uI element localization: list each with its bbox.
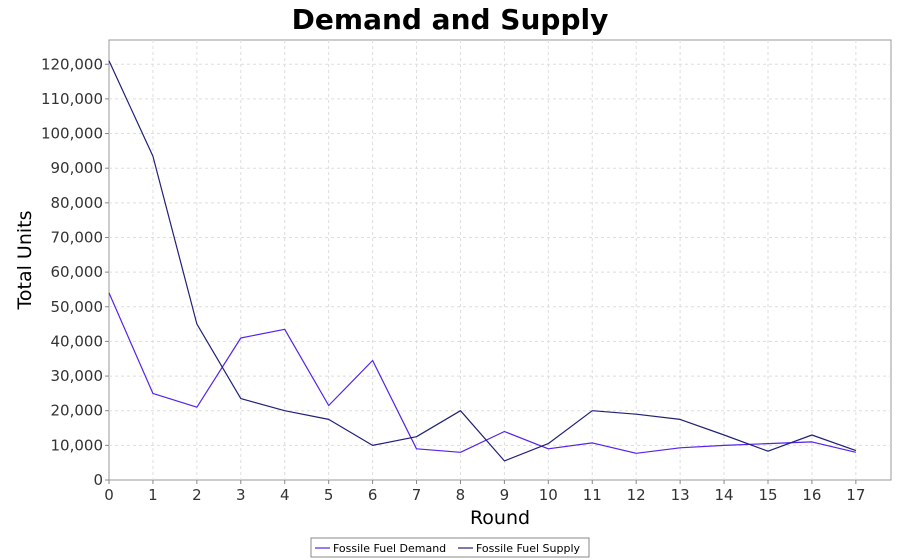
x-tick-label: 15 — [758, 486, 777, 504]
series-line-supply — [108, 60, 857, 462]
x-tick-label: 4 — [280, 486, 290, 504]
y-tick-label: 60,000 — [51, 263, 104, 281]
x-axis-title: Round — [470, 507, 530, 529]
legend-label-supply: Fossile Fuel Supply — [476, 542, 580, 555]
x-tick-label: 1 — [148, 486, 158, 504]
series-line-demand — [108, 292, 857, 454]
y-tick-label: 120,000 — [41, 55, 103, 73]
y-tick-label: 90,000 — [51, 159, 104, 177]
x-tick-label: 12 — [627, 486, 646, 504]
y-axis-title: Total Units — [14, 211, 36, 311]
x-tick-label: 10 — [539, 486, 558, 504]
plot-area — [108, 39, 892, 481]
x-tick-label: 5 — [324, 486, 334, 504]
y-tick-label: 100,000 — [41, 125, 103, 143]
y-tick-label: 70,000 — [51, 228, 104, 246]
y-tick-label: 10,000 — [51, 436, 104, 454]
y-tick-label: 20,000 — [51, 402, 104, 420]
x-tick-label: 0 — [104, 486, 114, 504]
y-tick-label: 80,000 — [51, 194, 104, 212]
x-tick-label: 3 — [236, 486, 246, 504]
y-axis: 0 10,000 20,000 30,000 40,000 50,000 60,000 70,… — [41, 55, 109, 489]
x-tick-label: 16 — [802, 486, 821, 504]
y-tick-label: 110,000 — [41, 90, 103, 108]
x-tick-label: 7 — [412, 486, 422, 504]
y-tick-label: 30,000 — [51, 367, 104, 385]
y-tick-label: 0 — [93, 471, 103, 489]
y-tick-label: 40,000 — [51, 332, 104, 350]
x-tick-label: 13 — [671, 486, 690, 504]
x-tick-label: 9 — [500, 486, 510, 504]
x-tick-label: 8 — [456, 486, 466, 504]
x-tick-label: 6 — [368, 486, 378, 504]
x-tick-label: 2 — [192, 486, 202, 504]
legend-label-demand: Fossile Fuel Demand — [333, 542, 446, 555]
legend: Fossile Fuel Demand Fossile Fuel Supply — [310, 537, 590, 558]
x-axis: 0 1 2 3 4 5 6 7 8 9 10 11 12 13 14 15 16 17 — [104, 480, 865, 504]
y-tick-label: 50,000 — [51, 298, 104, 316]
x-tick-label: 17 — [846, 486, 865, 504]
chart-title: Demand and Supply — [292, 3, 609, 36]
x-tick-label: 11 — [583, 486, 602, 504]
x-tick-label: 14 — [715, 486, 734, 504]
series-group — [108, 60, 857, 462]
legend-box — [310, 537, 590, 558]
